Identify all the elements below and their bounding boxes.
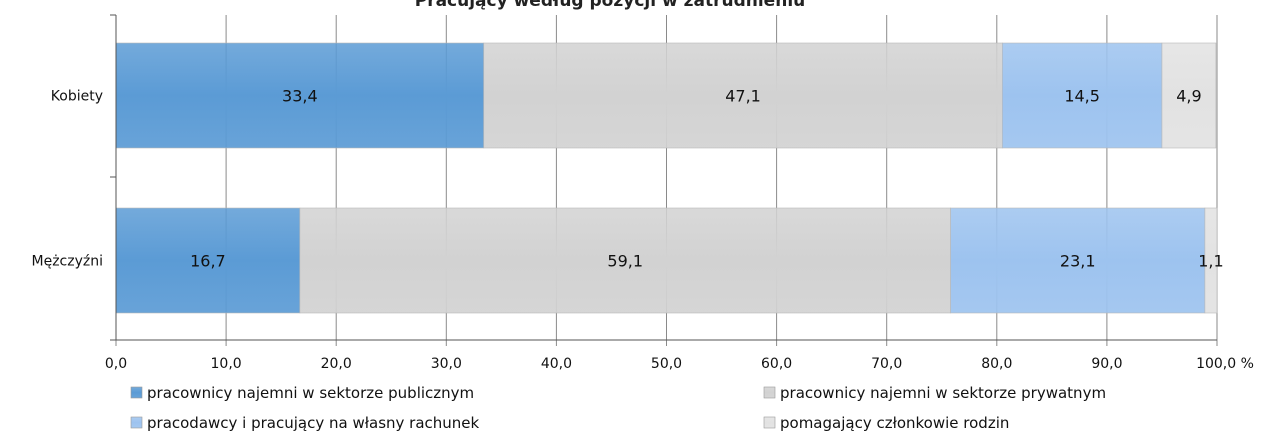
data-label: 14,5 — [1064, 87, 1100, 106]
x-tick-label: 80,0 — [981, 356, 1012, 372]
data-label: 23,1 — [1060, 252, 1096, 271]
data-label: 59,1 — [607, 252, 643, 271]
x-tick-label: 100,0 % — [1196, 356, 1254, 372]
x-tick-label: 40,0 — [541, 356, 572, 372]
x-tick-label: 90,0 — [1091, 356, 1122, 372]
x-tick-label: 60,0 — [761, 356, 792, 372]
data-label: 47,1 — [725, 87, 761, 106]
legend-swatch — [130, 416, 143, 429]
category-label: Mężczyźni — [32, 254, 103, 270]
data-label: 33,4 — [282, 87, 318, 106]
chart-title: Pracujący według pozycji w zatrudnieniu — [415, 0, 806, 11]
legend-swatch — [763, 416, 776, 429]
legend-entry: pomagający członkowie rodzin — [780, 414, 1009, 432]
legend-swatch — [130, 386, 143, 399]
category-label: Kobiety — [51, 89, 103, 105]
x-tick-label: 50,0 — [651, 356, 682, 372]
legend-entry: pracodawcy i pracujący na własny rachune… — [147, 414, 480, 432]
legend-swatch — [763, 386, 776, 399]
bar-segment — [115, 42, 485, 149]
x-tick-label: 70,0 — [871, 356, 902, 372]
legend-entry: pracownicy najemni w sektorze publicznym — [147, 384, 474, 402]
bar-segment — [1161, 42, 1217, 149]
bar-segment — [950, 207, 1206, 314]
x-tick-label: 10,0 — [211, 356, 242, 372]
bar-segment — [299, 207, 951, 314]
legend-entry: pracownicy najemni w sektorze prywatnym — [780, 384, 1106, 402]
x-tick-label: 20,0 — [321, 356, 352, 372]
bar-segment — [1002, 42, 1163, 149]
data-label: 1,1 — [1198, 252, 1223, 271]
bar-segment — [115, 207, 301, 314]
data-label: 4,9 — [1176, 87, 1201, 106]
x-tick-label: 0,0 — [105, 356, 127, 372]
data-label: 16,7 — [190, 252, 226, 271]
bar-segment — [483, 42, 1003, 149]
bar-segment — [1204, 207, 1218, 314]
x-tick-label: 30,0 — [431, 356, 462, 372]
